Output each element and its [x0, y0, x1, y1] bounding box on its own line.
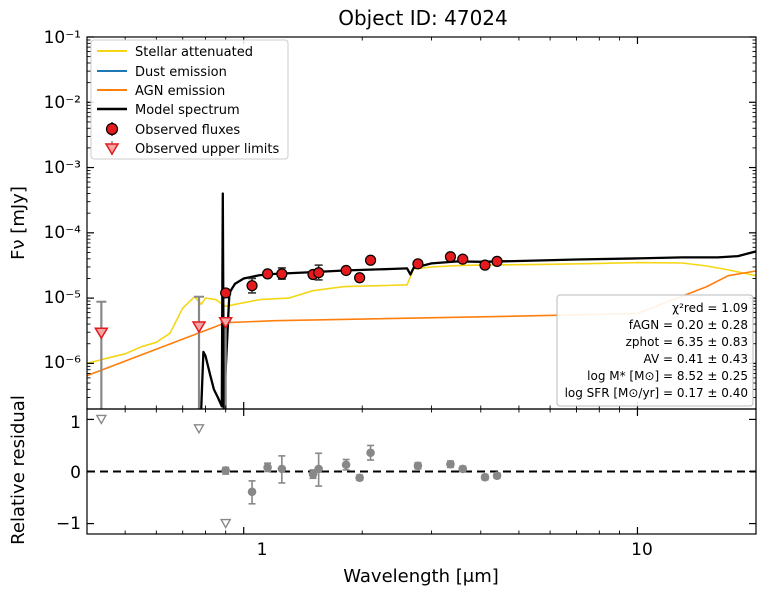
observed-flux-point — [412, 258, 424, 270]
observed-points — [94, 251, 503, 409]
upper-limit-marker — [191, 321, 207, 334]
y-tick-label: 10⁻² — [44, 93, 81, 113]
y-tick-label: 10⁻³ — [44, 158, 81, 178]
residual-upper-limit-marker — [95, 414, 108, 425]
residual-point — [366, 448, 375, 458]
residual-point — [355, 473, 364, 483]
residual-point — [247, 487, 257, 497]
fit-param-chi2: χ²red = 1.09 — [672, 301, 748, 315]
residual-upper-limit-marker — [193, 424, 205, 435]
axis-ticks — [86, 36, 757, 534]
observed-flux-point — [457, 253, 469, 265]
legend-label: Model spectrum — [135, 103, 240, 118]
legend-label: AGN emission — [135, 84, 225, 99]
legend-label: Observed fluxes — [135, 123, 240, 138]
residual-y-tick-label: 1 — [70, 413, 81, 433]
observed-flux-point — [354, 272, 366, 284]
observed-flux-point — [444, 251, 457, 263]
x-tick-label: 1 — [257, 540, 268, 560]
stellar-attenuated-curve — [87, 261, 756, 365]
x-axis-label: Wavelength [μm] — [343, 566, 499, 587]
y-tick-label: 10⁻⁶ — [44, 353, 82, 373]
chart-title: Object ID: 47024 — [338, 6, 508, 30]
residual-point — [446, 459, 455, 469]
legend-marker-observed — [105, 122, 119, 136]
y-tick-label: 10⁻⁴ — [44, 223, 82, 243]
fit-param-av: AV = 0.41 ± 0.43 — [644, 352, 748, 366]
fit-box-frame — [556, 294, 754, 407]
residual-point — [341, 460, 351, 470]
legend-label: Dust emission — [135, 65, 227, 80]
residual-y-tick-label: −1 — [56, 514, 81, 534]
residual-upper-limit-marker — [219, 518, 232, 530]
legend-label: Stellar attenuated — [135, 45, 253, 60]
legend-marker-upper-limit — [104, 143, 120, 156]
fit-param-mass: log M* [M⊙] = 8.52 ± 0.25 — [587, 369, 748, 383]
y-axis-label: Fν [mJy] — [8, 186, 29, 260]
residual-point — [314, 464, 323, 474]
observed-flux-point — [246, 280, 258, 292]
residual-axis-label: Relative residual — [8, 395, 29, 545]
observed-flux-point — [340, 264, 352, 277]
upper-limit-marker — [218, 316, 234, 330]
residual-point — [221, 466, 230, 475]
legend-box — [90, 39, 289, 160]
fit-parameters-box: χ²red = 1.09 fAGN = 0.20 ± 0.28 zphot = … — [556, 294, 754, 407]
residual-point — [458, 464, 468, 474]
residual-point — [308, 469, 318, 479]
observed-flux-point — [479, 259, 491, 271]
residual-point — [263, 463, 272, 472]
observed-flux-point — [313, 267, 325, 279]
observed-flux-point — [491, 255, 503, 267]
x-tick-label: 10 — [631, 540, 653, 560]
residual-point — [277, 464, 287, 474]
observed-flux-point — [364, 254, 377, 266]
observed-flux-point — [220, 287, 232, 299]
fit-param-zphot: zphot = 6.35 ± 0.83 — [626, 335, 748, 349]
residual-y-tick-label: 0 — [70, 463, 81, 483]
observed-flux-point — [261, 268, 274, 280]
legend-label: Observed upper limits — [135, 142, 279, 157]
y-tick-label: 10⁻¹ — [44, 28, 81, 48]
residual-point — [413, 461, 423, 471]
upper-limit-marker — [94, 327, 109, 340]
y-tick-label: 10⁻⁵ — [44, 288, 81, 308]
observed-flux-point — [276, 268, 288, 280]
residual-points — [95, 414, 502, 530]
residual-point — [480, 472, 490, 482]
fit-param-fagn: fAGN = 0.20 ± 0.28 — [629, 318, 748, 332]
residual-panel-frame — [86, 408, 757, 535]
residual-point — [492, 471, 502, 480]
legend: Stellar attenuated Dust emission AGN emi… — [90, 39, 289, 160]
fit-param-sfr: log SFR [M⊙/yr] = 0.17 ± 0.40 — [565, 386, 748, 400]
